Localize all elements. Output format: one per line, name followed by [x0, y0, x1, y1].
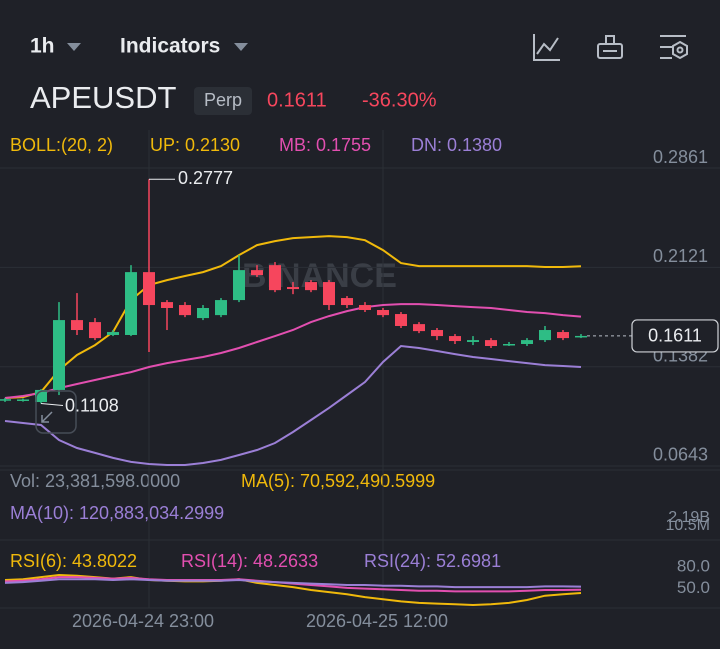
volume-axis-label: 2.19B	[668, 509, 710, 526]
legend-entry: UP: 0.2130	[150, 135, 240, 155]
candle-body	[107, 332, 119, 335]
indicators-text: Indicators	[120, 35, 220, 58]
candle-body	[377, 310, 389, 316]
indicators-selector[interactable]: Indicators	[120, 35, 248, 58]
candle-body	[233, 270, 245, 301]
candle-body	[341, 298, 353, 306]
dropdown-arrow	[234, 43, 248, 51]
candle-body	[0, 399, 11, 401]
icon-dot	[676, 46, 684, 54]
last-price-box	[631, 319, 719, 353]
max-label: 0.2777	[178, 168, 233, 188]
candle-body	[143, 272, 155, 306]
chart-type-icon[interactable]	[533, 34, 560, 61]
rsi-legend-entry: RSI(24): 52.6981	[364, 551, 501, 571]
min-marker-line	[40, 403, 64, 407]
last-price-label: 0.1611	[648, 326, 702, 346]
candle-body	[161, 302, 173, 308]
band-line	[4, 303, 582, 399]
scroll-back-arrow	[41, 411, 53, 423]
candle-body	[197, 307, 209, 319]
perp-badge	[194, 87, 252, 115]
candle-body	[323, 282, 335, 306]
y-tick-label: 0.2861	[653, 147, 708, 167]
rsi-tick-label: 50.0	[677, 578, 710, 597]
dropdown-arrow	[67, 43, 81, 51]
draw-tool-icon[interactable]	[597, 35, 623, 59]
icon-axis	[533, 34, 560, 61]
x-tick-label: 2026-04-24 23:00	[72, 611, 214, 631]
candle-body	[71, 320, 83, 331]
candle-body	[539, 330, 551, 341]
settings-icon[interactable]	[660, 35, 688, 60]
perp-text: Perp	[204, 90, 242, 110]
candle-body	[449, 336, 461, 342]
candle-body	[413, 324, 425, 332]
candle-body	[179, 305, 191, 316]
candle-body	[305, 282, 317, 291]
candle-body	[17, 399, 29, 401]
volume-axis-label: 10.5M	[666, 517, 710, 534]
candle-body	[431, 330, 443, 337]
rsi-line	[4, 578, 582, 589]
scroll-back-button	[35, 390, 77, 434]
last-price: 0.1611	[267, 89, 327, 111]
legend-entry: MB: 0.1755	[279, 135, 371, 155]
candle-body	[287, 287, 299, 290]
y-tick-label: 0.0643	[653, 445, 708, 465]
candle-body	[269, 265, 281, 291]
icon-top	[603, 35, 617, 52]
rsi-legend-entry: RSI(14): 48.2633	[181, 551, 318, 571]
candle-body	[359, 305, 371, 311]
volume-ma10: MA(10): 120,883,034.2999	[10, 503, 224, 523]
band-line	[4, 235, 582, 399]
price-change: -36.30%	[362, 89, 437, 111]
icon-line	[536, 37, 559, 55]
candle-body	[503, 343, 515, 346]
rsi-tick-label: 80.0	[677, 557, 710, 576]
interval-selector[interactable]: 1h	[30, 35, 81, 58]
candle-body	[89, 322, 101, 339]
candle-body	[125, 272, 137, 335]
y-tick-label: 0.2121	[653, 246, 708, 266]
rsi-legend-entry: RSI(6): 43.8022	[10, 551, 137, 571]
icon-hex	[672, 40, 688, 60]
candle-body	[485, 340, 497, 347]
min-label: 0.1108	[65, 395, 119, 415]
volume-label: Vol: 23,381,598.0000	[10, 471, 180, 491]
band-line	[4, 344, 582, 466]
watermark: BINANCE	[242, 257, 397, 295]
icon-base	[597, 43, 623, 59]
indicator-name: BOLL:(20, 2)	[10, 135, 113, 155]
candle-body	[521, 340, 533, 344]
interval-text: 1h	[30, 35, 55, 58]
candle-body	[251, 270, 263, 276]
legend-entry: DN: 0.1380	[411, 135, 502, 155]
icon-lines	[660, 35, 686, 59]
candle-body	[575, 335, 587, 338]
candle-body	[467, 340, 479, 342]
symbol: APEUSDT	[30, 80, 176, 115]
x-tick-label: 2026-04-25 12:00	[306, 611, 448, 631]
candle-body	[53, 320, 65, 390]
candle-body	[215, 300, 227, 316]
candle-body	[557, 332, 569, 339]
candle-body	[395, 314, 407, 326]
volume-ma5: MA(5): 70,592,490.5999	[241, 471, 435, 491]
